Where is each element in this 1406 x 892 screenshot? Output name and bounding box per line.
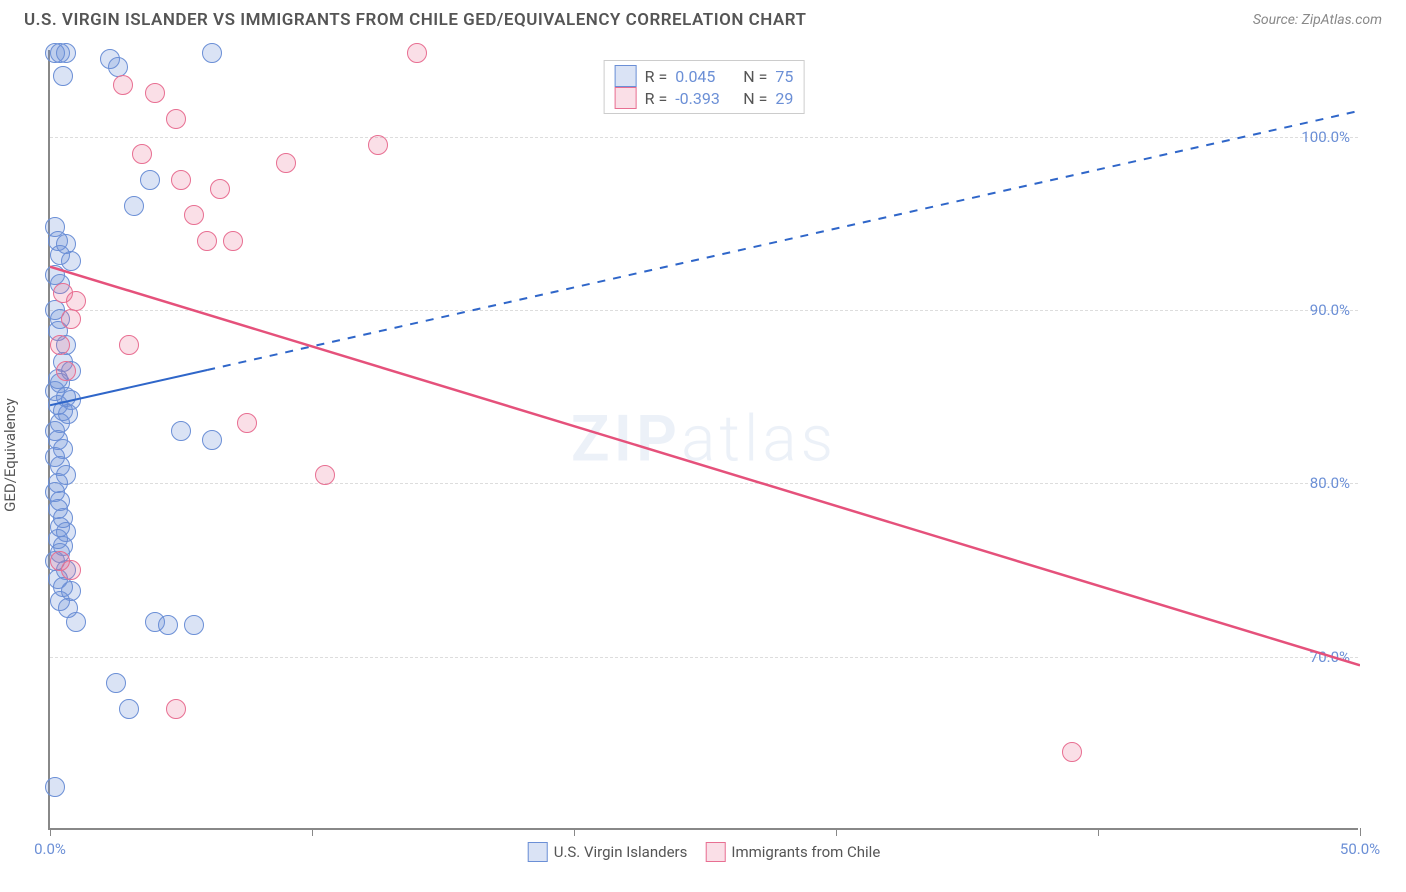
x-tick — [1360, 828, 1361, 836]
source-label: Source: ZipAtlas.com — [1253, 12, 1382, 28]
x-tick — [50, 828, 51, 836]
y-tick-label: 70.0% — [1310, 648, 1350, 666]
r-label: R = — [645, 89, 668, 108]
scatter-point — [315, 465, 335, 485]
scatter-point — [407, 43, 427, 63]
legend-swatch — [705, 842, 725, 862]
scatter-point — [202, 43, 222, 63]
scatter-point — [276, 153, 296, 173]
n-label: N = — [743, 89, 767, 108]
trend-lines — [50, 50, 1360, 830]
y-tick-label: 90.0% — [1310, 301, 1350, 319]
x-tick — [574, 828, 575, 836]
scatter-point — [61, 560, 81, 580]
n-label: N = — [743, 67, 767, 86]
scatter-point — [368, 135, 388, 155]
scatter-point — [184, 615, 204, 635]
scatter-point — [56, 43, 76, 63]
chart-plot-area: ZIPatlas R =0.045N =75R =-0.393N =29 U.S… — [48, 50, 1358, 830]
series-name: U.S. Virgin Islanders — [554, 843, 688, 861]
y-tick-label: 80.0% — [1310, 474, 1350, 492]
n-value: 75 — [775, 67, 793, 86]
corr-legend-row: R = -0.393 N = 29 — [615, 87, 794, 109]
scatter-point — [202, 430, 222, 450]
series-name: Immigrants from Chile — [731, 843, 880, 861]
series-legend-item: Immigrants from Chile — [705, 842, 880, 862]
watermark: ZIPatlas — [571, 402, 837, 477]
corr-legend-row: R = 0.045 N = 75 — [615, 65, 794, 87]
x-tick — [312, 828, 313, 836]
legend-swatch — [615, 87, 637, 109]
scatter-point — [53, 66, 73, 86]
r-value: -0.393 — [675, 89, 735, 108]
gridline-h — [50, 310, 1358, 311]
x-tick — [1098, 828, 1099, 836]
scatter-point — [145, 83, 165, 103]
scatter-point — [223, 231, 243, 251]
n-value: 29 — [775, 89, 793, 108]
y-tick-label: 100.0% — [1301, 128, 1350, 146]
scatter-point — [50, 335, 70, 355]
scatter-point — [113, 75, 133, 95]
y-axis-label: GED/Equivalency — [1, 398, 19, 512]
scatter-point — [56, 361, 76, 381]
scatter-point — [166, 109, 186, 129]
scatter-point — [66, 612, 86, 632]
scatter-point — [1062, 742, 1082, 762]
r-value: 0.045 — [675, 67, 735, 86]
scatter-point — [184, 205, 204, 225]
scatter-point — [119, 699, 139, 719]
scatter-point — [210, 179, 230, 199]
gridline-h — [50, 483, 1358, 484]
x-tick — [836, 828, 837, 836]
legend-swatch — [615, 65, 637, 87]
scatter-point — [158, 615, 178, 635]
scatter-point — [140, 170, 160, 190]
correlation-legend: R = 0.045 N = 75 R = -0.393 N = 29 — [604, 60, 805, 114]
r-label: R = — [645, 67, 668, 86]
scatter-point — [166, 699, 186, 719]
scatter-point — [119, 335, 139, 355]
scatter-point — [132, 144, 152, 164]
scatter-point — [237, 413, 257, 433]
scatter-point — [124, 196, 144, 216]
scatter-point — [171, 170, 191, 190]
scatter-point — [197, 231, 217, 251]
chart-title: U.S. VIRGIN ISLANDER VS IMMIGRANTS FROM … — [24, 10, 806, 30]
series-legend: U.S. Virgin Islanders Immigrants from Chi… — [528, 842, 881, 862]
gridline-h — [50, 137, 1358, 138]
x-tick-label: 50.0% — [1340, 840, 1380, 858]
scatter-point — [45, 777, 65, 797]
gridline-h — [50, 657, 1358, 658]
legend-swatch — [528, 842, 548, 862]
x-tick-label: 0.0% — [34, 840, 66, 858]
series-legend-item: U.S. Virgin Islanders — [528, 842, 688, 862]
scatter-point — [171, 421, 191, 441]
scatter-point — [61, 309, 81, 329]
scatter-point — [61, 251, 81, 271]
scatter-point — [106, 673, 126, 693]
